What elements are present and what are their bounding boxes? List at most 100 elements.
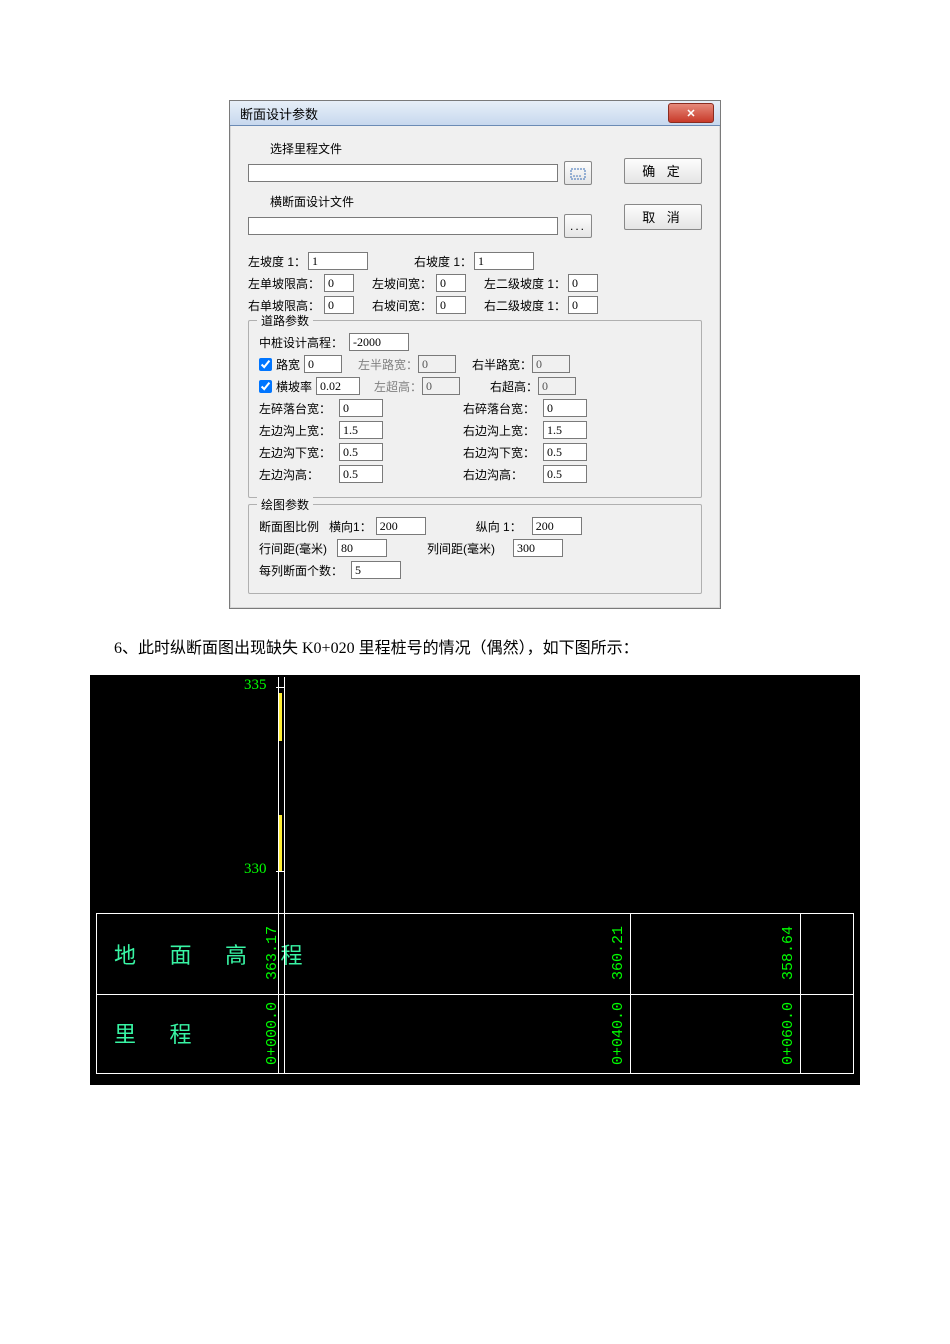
section-design-dialog: 断面设计参数 ✕ 选择里程文件 确 定 bbox=[229, 100, 721, 609]
left-gap-label: 左坡间宽： bbox=[372, 275, 432, 292]
cross-slope-checkbox[interactable] bbox=[259, 380, 272, 393]
body-paragraph: 6、此时纵断面图出现缺失 K0+020 里程桩号的情况（偶然），如下图所示： bbox=[90, 637, 860, 661]
scale-h-input[interactable] bbox=[376, 517, 426, 535]
cad-figure: 335 330 地 面 高 程 里 程 363.17 360.21 358.64 0+… bbox=[90, 675, 860, 1085]
grid-line bbox=[800, 913, 801, 1073]
right-single-height-input[interactable] bbox=[324, 296, 354, 314]
ellipsis-icon: ... bbox=[570, 219, 586, 233]
scale-v-input[interactable] bbox=[532, 517, 582, 535]
per-col-input[interactable] bbox=[351, 561, 401, 579]
dialog-titlebar: 断面设计参数 ✕ bbox=[230, 101, 720, 126]
right-gap-label: 右坡间宽： bbox=[372, 297, 432, 314]
yellow-segment bbox=[279, 693, 282, 741]
center-elev-input[interactable] bbox=[349, 333, 409, 351]
scale-label: 断面图比例 bbox=[259, 518, 319, 535]
plot-group-title: 绘图参数 bbox=[257, 496, 313, 513]
left-half-width-input bbox=[418, 355, 456, 373]
r-debris-label: 右碎落台宽： bbox=[463, 400, 543, 417]
right-second-slope-label: 右二级坡度 1： bbox=[484, 297, 566, 314]
left-slope-label: 左坡度 1： bbox=[248, 253, 306, 270]
r-ditch-top-input[interactable] bbox=[543, 421, 587, 439]
scale-h-label: 横向1： bbox=[329, 518, 372, 535]
grid-line bbox=[284, 677, 285, 1073]
right-slope-label: 右坡度 1： bbox=[414, 253, 472, 270]
row-spacing-input[interactable] bbox=[337, 539, 387, 557]
right-slope-input[interactable] bbox=[474, 252, 534, 270]
elev-value: 363.17 bbox=[264, 921, 281, 985]
cross-slope-input[interactable] bbox=[316, 377, 360, 395]
mile-row-label: 里 程 bbox=[114, 1017, 206, 1049]
left-super-label: 左超高： bbox=[374, 378, 422, 395]
mile-value: 0+000.0 bbox=[264, 1001, 281, 1065]
elev-value: 360.21 bbox=[610, 921, 627, 985]
left-gap-input[interactable] bbox=[436, 274, 466, 292]
left-second-slope-label: 左二级坡度 1： bbox=[484, 275, 566, 292]
elev-row-label: 地 面 高 程 bbox=[114, 938, 317, 970]
grid-line bbox=[630, 913, 631, 1073]
right-super-input bbox=[538, 377, 576, 395]
file2-input[interactable] bbox=[248, 217, 558, 235]
l-ditch-h-label: 左边沟高： bbox=[259, 466, 339, 483]
l-ditch-h-input[interactable] bbox=[339, 465, 383, 483]
file1-browse-button[interactable] bbox=[564, 161, 592, 185]
file2-browse-button[interactable]: ... bbox=[564, 214, 592, 238]
right-half-width-input bbox=[532, 355, 570, 373]
right-second-slope-input[interactable] bbox=[568, 296, 598, 314]
grid-line bbox=[853, 913, 854, 1073]
col-spacing-label: 列间距(毫米) bbox=[427, 540, 495, 557]
road-width-label: 路宽 bbox=[276, 356, 300, 373]
y-tick-330: 330 bbox=[244, 861, 267, 878]
cancel-button[interactable]: 取 消 bbox=[624, 204, 702, 230]
yellow-segment bbox=[279, 815, 282, 871]
left-single-height-input[interactable] bbox=[324, 274, 354, 292]
right-super-label: 右超高： bbox=[490, 378, 538, 395]
mile-value: 0+060.0 bbox=[780, 1001, 797, 1065]
left-single-height-label: 左单坡限高： bbox=[248, 275, 320, 292]
l-ditch-bot-label: 左边沟下宽： bbox=[259, 444, 339, 461]
r-debris-input[interactable] bbox=[543, 399, 587, 417]
l-ditch-bot-input[interactable] bbox=[339, 443, 383, 461]
r-ditch-bot-input[interactable] bbox=[543, 443, 587, 461]
cad-plot-area: 335 330 bbox=[96, 675, 854, 913]
dialog-title: 断面设计参数 bbox=[240, 104, 318, 123]
cad-elev-row: 地 面 高 程 bbox=[96, 913, 854, 995]
l-ditch-top-label: 左边沟上宽： bbox=[259, 422, 339, 439]
right-half-width-label: 右半路宽： bbox=[472, 356, 532, 373]
r-ditch-top-label: 右边沟上宽： bbox=[463, 422, 543, 439]
r-ditch-bot-label: 右边沟下宽： bbox=[463, 444, 543, 461]
road-width-input[interactable] bbox=[304, 355, 342, 373]
left-half-width-label: 左半路宽： bbox=[358, 356, 418, 373]
cad-mile-row: 里 程 bbox=[96, 993, 854, 1074]
ok-button[interactable]: 确 定 bbox=[624, 158, 702, 184]
road-width-checkbox[interactable] bbox=[259, 358, 272, 371]
left-second-slope-input[interactable] bbox=[568, 274, 598, 292]
per-col-label: 每列断面个数： bbox=[259, 562, 343, 579]
road-group-title: 道路参数 bbox=[257, 312, 313, 329]
y-tick-335: 335 bbox=[244, 677, 267, 694]
l-debris-label: 左碎落台宽： bbox=[259, 400, 339, 417]
grid-line bbox=[96, 913, 97, 1073]
dialog-body: 选择里程文件 确 定 横断面设计文件 bbox=[230, 126, 720, 608]
right-single-height-label: 右单坡限高： bbox=[248, 297, 320, 314]
center-elev-label: 中桩设计高程： bbox=[259, 334, 343, 351]
l-ditch-top-input[interactable] bbox=[339, 421, 383, 439]
file1-input[interactable] bbox=[248, 164, 558, 182]
file1-label: 选择里程文件 bbox=[270, 140, 608, 157]
scale-v-label: 纵向 1： bbox=[476, 518, 522, 535]
elev-value: 358.64 bbox=[780, 921, 797, 985]
plot-params-group: 绘图参数 断面图比例 横向1： 纵向 1： 行间距(毫米) 列间距(毫米) 每列… bbox=[248, 504, 702, 594]
left-slope-input[interactable] bbox=[308, 252, 368, 270]
cross-slope-label: 横坡率 bbox=[276, 378, 312, 395]
l-debris-input[interactable] bbox=[339, 399, 383, 417]
col-spacing-input[interactable] bbox=[513, 539, 563, 557]
r-ditch-h-label: 右边沟高： bbox=[463, 466, 543, 483]
close-icon: ✕ bbox=[686, 107, 695, 120]
browse-icon bbox=[570, 166, 586, 180]
road-params-group: 道路参数 中桩设计高程： 路宽 左半路宽： 右半路宽： 横坡率 左超高： bbox=[248, 320, 702, 498]
r-ditch-h-input[interactable] bbox=[543, 465, 587, 483]
right-gap-input[interactable] bbox=[436, 296, 466, 314]
close-button[interactable]: ✕ bbox=[668, 103, 714, 123]
mile-value: 0+040.0 bbox=[610, 1001, 627, 1065]
left-super-input bbox=[422, 377, 460, 395]
file2-label: 横断面设计文件 bbox=[270, 193, 608, 210]
